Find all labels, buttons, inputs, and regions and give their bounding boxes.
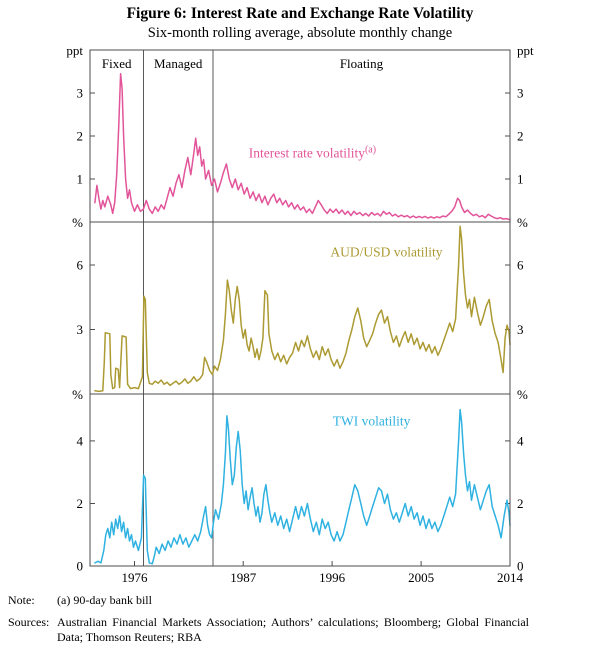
- y-tick-label-right: 6: [517, 257, 524, 272]
- regime-label-fixed: Fixed: [102, 56, 132, 71]
- unit-label-left-twi-volatility: %: [72, 387, 83, 402]
- figure-subtitle: Six-month rolling average, absolute mont…: [147, 24, 453, 41]
- y-tick-label-left: 4: [77, 433, 84, 448]
- series-line-twi-volatility: [94, 408, 511, 565]
- regime-label-managed: Managed: [154, 56, 203, 71]
- volatility-three-panel-chart: Fixed Managed Floating 1 1 2 2 3 3 ppt ppt Interest…: [66, 43, 534, 585]
- series-label-aud-usd-volatility: AUD/USD volatility: [330, 244, 442, 259]
- note-row: Note: (a) 90-day bank bill: [0, 593, 600, 608]
- regime-label-floating: Floating: [340, 56, 384, 71]
- series-line-aud-usd-volatility: [94, 225, 511, 393]
- y-tick-label-right: 1: [517, 171, 524, 186]
- plot-frame: [89, 49, 511, 567]
- y-tick-label-right: 3: [517, 322, 524, 337]
- y-tick-label-left: 1: [77, 171, 84, 186]
- series-line-interest-rate-volatility: [94, 72, 511, 221]
- y-tick-label-right: 2: [517, 496, 524, 511]
- sources-label: Sources:: [8, 614, 50, 629]
- zero-label-right: 0: [517, 558, 524, 573]
- unit-label-left-interest-rate-volatility: ppt: [66, 43, 83, 58]
- y-tick-label-left: 2: [77, 496, 84, 511]
- x-tick-label: 2014: [497, 570, 524, 585]
- figure-title: Figure 6: Interest Rate and Exchange Rat…: [126, 5, 474, 22]
- x-tick-label: 1976: [122, 570, 149, 585]
- x-tick-label: 1996: [319, 570, 346, 585]
- y-tick-label-left: 6: [77, 257, 84, 272]
- zero-label-left: 0: [77, 558, 84, 573]
- unit-label-right-interest-rate-volatility: ppt: [517, 43, 534, 58]
- y-tick-label-right: 3: [517, 85, 524, 100]
- unit-label-right-aud-usd-volatility: %: [517, 215, 528, 230]
- y-tick-label-right: 4: [517, 433, 524, 448]
- y-tick-label-left: 2: [77, 128, 84, 143]
- sources-text: Australian Financial Markets Association…: [57, 614, 529, 644]
- unit-label-right-twi-volatility: %: [517, 387, 528, 402]
- y-tick-label-left: 3: [77, 322, 84, 337]
- sources-row: Sources: Australian Financial Markets As…: [0, 615, 600, 645]
- x-tick-label: 2005: [408, 570, 434, 585]
- y-tick-label-right: 2: [517, 128, 524, 143]
- x-tick-label: 1987: [230, 570, 257, 585]
- unit-label-left-aud-usd-volatility: %: [72, 215, 83, 230]
- series-label-twi-volatility: TWI volatility: [333, 413, 411, 428]
- y-tick-label-left: 3: [77, 85, 84, 100]
- series-label-interest-rate-volatility: Interest rate volatility(a): [249, 144, 376, 160]
- note-label: Note:: [8, 592, 35, 607]
- note-text: (a) 90-day bank bill: [57, 592, 152, 607]
